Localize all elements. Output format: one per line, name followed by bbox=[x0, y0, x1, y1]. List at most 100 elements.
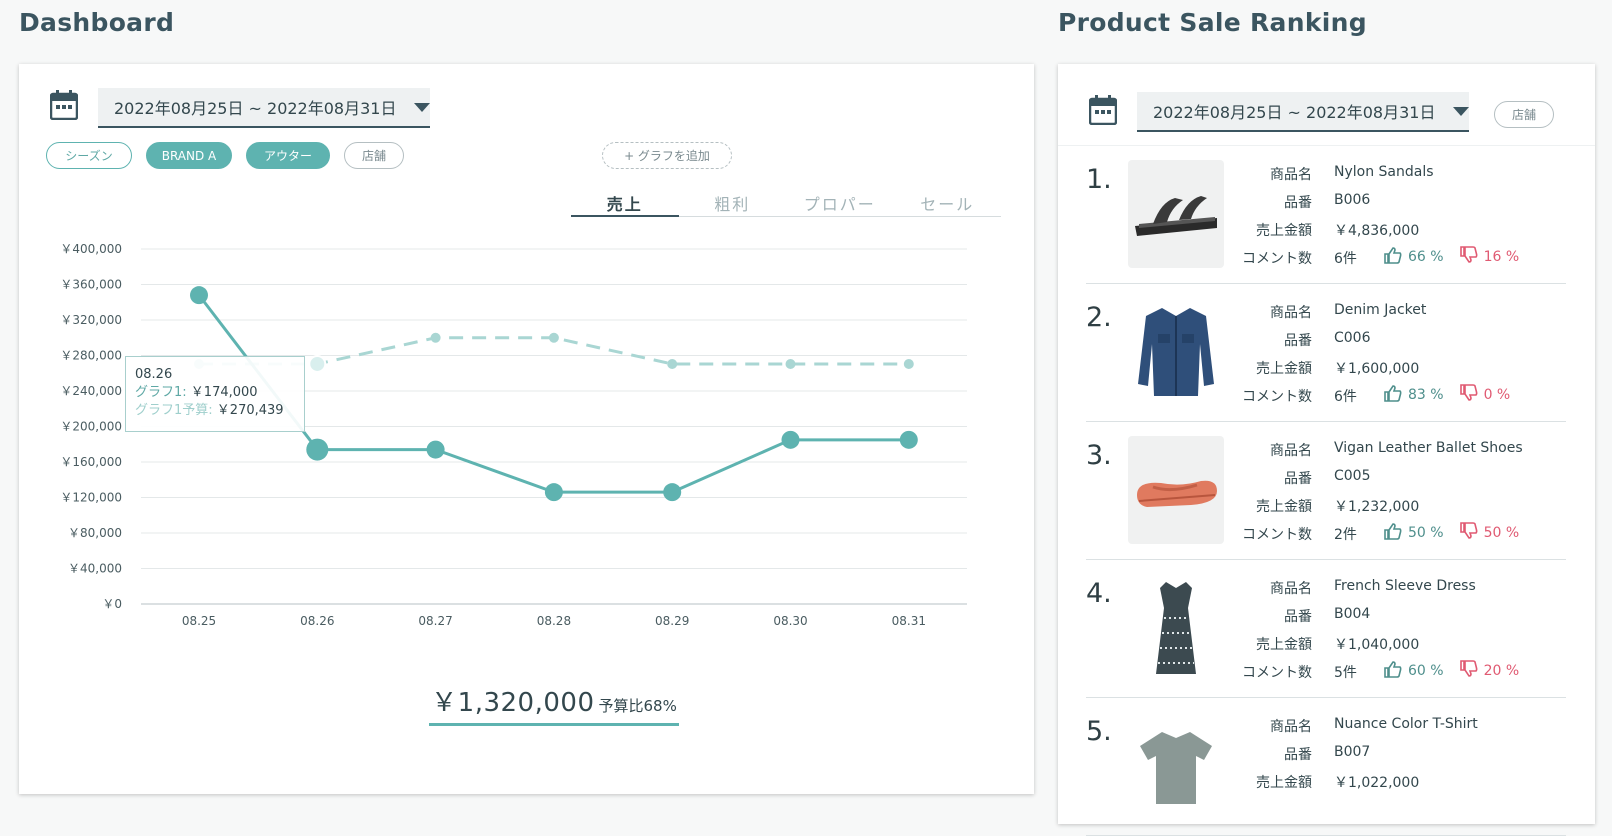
product-image[interactable] bbox=[1128, 436, 1224, 544]
rank-number: 3. bbox=[1086, 440, 1112, 471]
ranking-item[interactable]: 5. 商品名 品番 売上金額 Nuance Color T-Shirt B007… bbox=[1086, 698, 1566, 836]
upvote-percent: 50 % bbox=[1408, 525, 1444, 541]
y-tick-label: ￥200,000 bbox=[60, 420, 122, 434]
dashboard-card: 2022年08月25日 ~ 2022年08月31日 シーズン BRAND A ア… bbox=[19, 64, 1034, 794]
tab-proper[interactable]: プロパー bbox=[803, 195, 876, 214]
tooltip-series1-value: ￥174,000 bbox=[190, 385, 258, 400]
label-sales-amount: 売上金額 bbox=[1256, 775, 1312, 791]
data-point[interactable] bbox=[190, 286, 208, 305]
product-code: B006 bbox=[1334, 192, 1371, 208]
chevron-down-icon bbox=[414, 102, 431, 112]
ranking-date-range-text: 2022年08月25日 ~ 2022年08月31日 bbox=[1153, 103, 1436, 122]
ranking-item[interactable]: 3. 商品名 品番 売上金額 Vigan Leather Ballet Shoe… bbox=[1086, 422, 1566, 560]
y-tick-label: ￥160,000 bbox=[60, 455, 122, 469]
data-point[interactable] bbox=[426, 440, 445, 459]
thumbs-up-icon bbox=[1384, 522, 1402, 544]
data-point[interactable] bbox=[785, 358, 796, 369]
comment-count: 5件 bbox=[1334, 665, 1357, 681]
y-tick-label: ￥0 bbox=[102, 597, 122, 611]
product-name: Vigan Leather Ballet Shoes bbox=[1334, 440, 1523, 456]
product-name: Denim Jacket bbox=[1334, 302, 1427, 318]
label-product-code: 品番 bbox=[1284, 195, 1312, 211]
add-graph-button[interactable]: + グラフを追加 bbox=[602, 142, 732, 169]
filter-chip-brand[interactable]: BRAND A bbox=[146, 142, 232, 169]
calendar-icon[interactable] bbox=[50, 90, 78, 120]
y-tick-label: ￥240,000 bbox=[60, 384, 122, 398]
label-comment-count: コメント数 bbox=[1242, 527, 1312, 543]
sales-amount: ￥1,022,000 bbox=[1334, 775, 1420, 791]
upvote-percent: 60 % bbox=[1408, 663, 1444, 679]
data-point[interactable] bbox=[667, 358, 678, 369]
tab-gross-profit[interactable]: 粗利 bbox=[714, 195, 751, 214]
data-point[interactable] bbox=[663, 483, 682, 502]
label-product-code: 品番 bbox=[1284, 747, 1312, 763]
data-point[interactable] bbox=[781, 430, 800, 449]
date-range-select[interactable]: 2022年08月25日 ~ 2022年08月31日 bbox=[98, 88, 431, 128]
label-sales-amount: 売上金額 bbox=[1256, 499, 1312, 515]
rank-number: 2. bbox=[1086, 302, 1112, 333]
product-image[interactable] bbox=[1128, 574, 1224, 682]
ranking-item[interactable]: 1. 商品名 品番 売上金額 Nylon Sandals B006 ￥4,836… bbox=[1086, 146, 1566, 284]
x-tick-label: 08.26 bbox=[300, 614, 334, 628]
ranking-item[interactable]: 2. 商品名 品番 売上金額 Denim Jacket C006 ￥1,600,… bbox=[1086, 284, 1566, 422]
label-comment-count: コメント数 bbox=[1242, 251, 1312, 267]
x-tick-label: 08.29 bbox=[655, 614, 689, 628]
thumbs-down-icon bbox=[1459, 384, 1478, 406]
y-tick-label: ￥360,000 bbox=[60, 278, 122, 292]
data-point[interactable] bbox=[544, 483, 563, 502]
filter-chip-outer[interactable]: アウター bbox=[246, 142, 330, 169]
vote-stats: 83 % 0 % bbox=[1384, 384, 1510, 406]
x-tick-label: 08.31 bbox=[892, 614, 926, 628]
y-tick-label: ￥320,000 bbox=[60, 313, 122, 327]
filter-chip-store[interactable]: 店舗 bbox=[344, 142, 404, 169]
label-product-name: 商品名 bbox=[1270, 719, 1312, 735]
date-range-text: 2022年08月25日 ~ 2022年08月31日 bbox=[114, 99, 397, 118]
data-point[interactable] bbox=[899, 430, 918, 449]
downvote-percent: 50 % bbox=[1483, 525, 1520, 541]
y-tick-label: ￥400,000 bbox=[60, 242, 122, 256]
dashboard-title: Dashboard bbox=[19, 8, 175, 37]
upvote-percent: 66 % bbox=[1408, 249, 1444, 265]
rank-number: 4. bbox=[1086, 578, 1112, 609]
data-point[interactable] bbox=[903, 358, 914, 369]
hover-point[interactable] bbox=[308, 354, 327, 373]
product-image[interactable] bbox=[1128, 712, 1224, 820]
comment-count: 6件 bbox=[1334, 389, 1357, 405]
x-tick-label: 08.27 bbox=[418, 614, 452, 628]
chevron-down-icon bbox=[1453, 106, 1470, 116]
tab-sales[interactable]: 売上 bbox=[571, 189, 679, 217]
downvote-percent: 0 % bbox=[1483, 387, 1511, 403]
label-product-name: 商品名 bbox=[1270, 167, 1312, 183]
label-comment-count: コメント数 bbox=[1242, 665, 1312, 681]
tooltip-series2-value: ￥270,439 bbox=[216, 403, 284, 418]
ranking-store-chip[interactable]: 店舗 bbox=[1494, 101, 1554, 128]
data-point[interactable] bbox=[548, 332, 559, 343]
ranking-date-range-select[interactable]: 2022年08月25日 ~ 2022年08月31日 bbox=[1137, 92, 1470, 132]
downvote-percent: 20 % bbox=[1483, 663, 1520, 679]
ranking-header: 2022年08月25日 ~ 2022年08月31日 店舗 bbox=[1058, 64, 1595, 146]
sales-line-chart: ￥0 ￥40,000 ￥80,000 ￥120,000 ￥160,000 ￥200,000… bbox=[60, 242, 967, 628]
thumbs-up-icon bbox=[1384, 660, 1402, 682]
comment-count: 2件 bbox=[1334, 527, 1357, 543]
series-line bbox=[197, 294, 909, 494]
hover-point[interactable] bbox=[306, 438, 329, 461]
upvote-percent: 83 % bbox=[1408, 387, 1444, 403]
total-amount: ￥1,320,000 bbox=[431, 688, 595, 718]
tooltip-series2-label: グラフ1予算: bbox=[135, 403, 213, 418]
sales-amount: ￥4,836,000 bbox=[1334, 223, 1420, 239]
product-image[interactable] bbox=[1128, 298, 1224, 406]
filter-chip-season[interactable]: シーズン bbox=[46, 142, 132, 169]
label-product-code: 品番 bbox=[1284, 333, 1312, 349]
x-tick-label: 08.28 bbox=[537, 614, 571, 628]
data-point[interactable] bbox=[430, 332, 441, 343]
rank-number: 1. bbox=[1086, 164, 1112, 195]
label-sales-amount: 売上金額 bbox=[1256, 223, 1312, 239]
product-image[interactable] bbox=[1128, 160, 1224, 268]
budget-ratio: 予算比68% bbox=[598, 697, 677, 715]
label-sales-amount: 売上金額 bbox=[1256, 637, 1312, 653]
tab-sale[interactable]: セール bbox=[920, 195, 975, 214]
ranking-item[interactable]: 4. 商品名 品番 売上金額 French Sleeve Dress B004 … bbox=[1086, 560, 1566, 698]
calendar-icon[interactable] bbox=[1089, 95, 1117, 125]
product-name: Nylon Sandals bbox=[1334, 164, 1434, 180]
thumbs-down-icon bbox=[1459, 246, 1478, 268]
